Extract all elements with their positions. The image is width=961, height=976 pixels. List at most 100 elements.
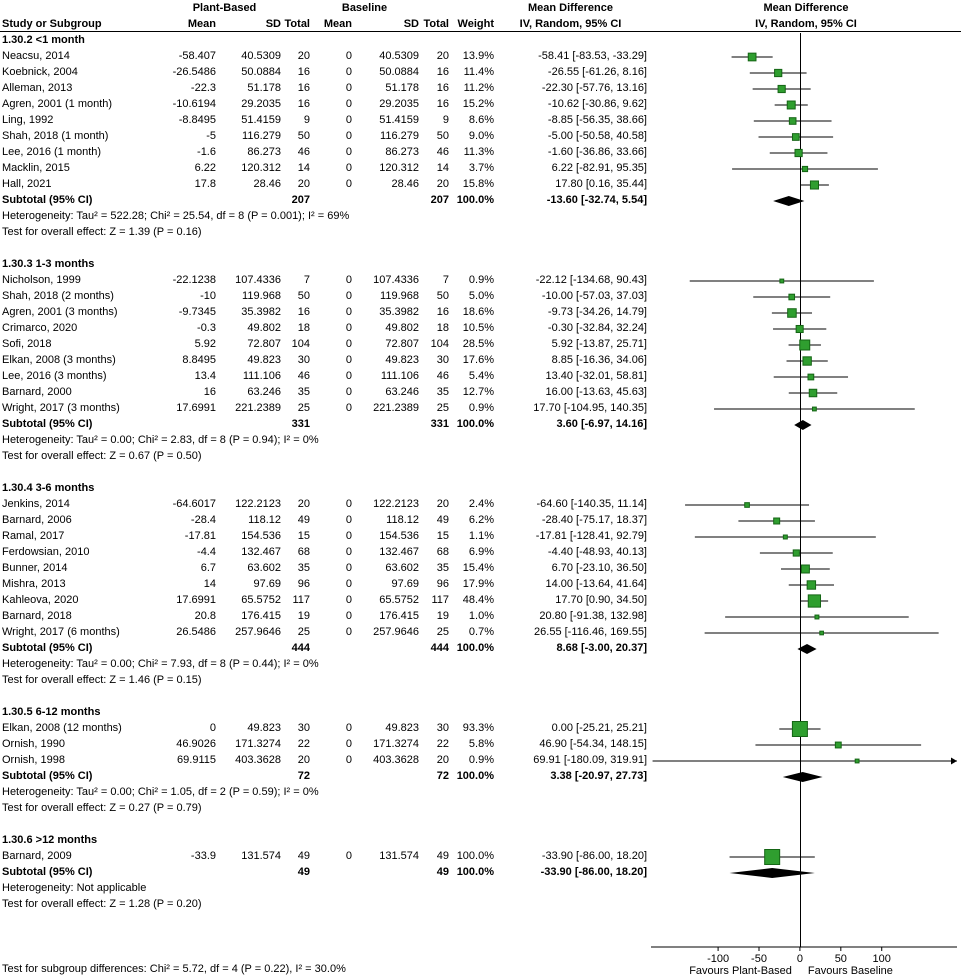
- subtotal-row: Subtotal (95% CI) 331 331 100.0% 3.60 [-6.97…: [0, 416, 961, 432]
- study-row: Barnard, 2009 -33.9 131.574 49 0 131.574 49 100…: [0, 848, 961, 864]
- baseline-total-value: 14: [436, 162, 449, 174]
- study-row: Kahleova, 2020 17.6991 65.5752 117 0 65.5752 1…: [0, 592, 961, 608]
- plant-sd-value: 51.178: [247, 82, 281, 94]
- baseline-group-header: Baseline: [341, 2, 388, 14]
- study-row: Lee, 2016 (1 month) -1.6 86.273 46 0 86.273 46…: [0, 144, 961, 160]
- plant-sd-value: 116.279: [242, 130, 281, 142]
- plant-mean-value: -0.3: [197, 322, 216, 334]
- baseline-total-value: 30: [436, 722, 449, 734]
- subtotal-plant-total: 331: [291, 418, 310, 430]
- baseline-total-value: 18: [436, 322, 449, 334]
- subtotal-weight: 100.0%: [456, 770, 494, 782]
- note-row: Test for overall effect: Z = 1.28 (P = 0…: [0, 896, 961, 912]
- baseline-total-value: 9: [442, 114, 449, 126]
- subtotal-baseline-total: 207: [430, 194, 449, 206]
- weight-value: 3.7%: [468, 162, 494, 174]
- baseline-sd-value: 154.536: [379, 530, 419, 542]
- baseline-mean-column-header: Mean: [323, 18, 352, 30]
- baseline-sd-value: 118.12: [386, 514, 419, 526]
- plant-total-value: 22: [297, 738, 310, 750]
- subtotal-ci-text: 3.60 [-6.97, 14.16]: [556, 418, 647, 430]
- ci-text: -22.30 [-57.76, 13.16]: [541, 82, 647, 94]
- weight-value: 93.3%: [462, 722, 494, 734]
- baseline-mean-value: 0: [345, 82, 352, 94]
- plant-total-value: 16: [297, 82, 310, 94]
- baseline-total-value: 25: [436, 626, 449, 638]
- plant-total-value: 117: [292, 594, 310, 606]
- baseline-total-value: 49: [436, 514, 449, 526]
- weight-value: 0.9%: [468, 402, 494, 414]
- heterogeneity-note: Heterogeneity: Tau² = 0.00; Chi² = 7.93,…: [2, 658, 319, 670]
- study-name: Agren, 2001 (3 months): [2, 306, 118, 318]
- baseline-sd-value: 49.802: [385, 322, 419, 334]
- study-name: Bunner, 2014: [2, 562, 68, 574]
- plant-mean-value: 14: [203, 578, 216, 590]
- baseline-mean-value: 0: [345, 386, 352, 398]
- empty-cell: [216, 192, 281, 208]
- ci-text: 6.22 [-82.91, 95.35]: [551, 162, 647, 174]
- plant-total-value: 14: [297, 162, 310, 174]
- study-row: Jenkins, 2014 -64.6017 122.2123 20 0 122.2123…: [0, 496, 961, 512]
- baseline-mean-value: 0: [345, 274, 352, 286]
- ci-text: -1.60 [-36.86, 33.66]: [547, 146, 647, 158]
- baseline-sd-value: 50.0884: [379, 66, 419, 78]
- baseline-total-value: 46: [436, 146, 449, 158]
- weight-value: 10.5%: [462, 322, 494, 334]
- baseline-sd-value: 51.178: [385, 82, 419, 94]
- baseline-total-value: 20: [436, 50, 449, 62]
- subtotal-label: Subtotal (95% CI): [2, 642, 93, 654]
- subtotal-ci-text: -33.90 [-86.00, 18.20]: [540, 866, 647, 878]
- plant-total-value: 96: [297, 578, 310, 590]
- ci-method-header: IV, Random, 95% CI: [519, 18, 622, 30]
- study-name: Lee, 2016 (1 month): [2, 146, 102, 158]
- ci-text: -9.73 [-34.26, 14.79]: [547, 306, 647, 318]
- plant-sd-value: 63.246: [247, 386, 281, 398]
- header-spacer: [449, 0, 494, 16]
- plant-total-value: 30: [297, 722, 310, 734]
- plant-total-value: 104: [291, 338, 310, 350]
- study-row: Shah, 2018 (1 month) -5 116.279 50 0 116.279 5…: [0, 128, 961, 144]
- subtotal-row: Subtotal (95% CI) 207 207 100.0% -13.60 [-32…: [0, 192, 961, 208]
- baseline-sd-value: 63.246: [385, 386, 419, 398]
- plant-mean-value: 69.9115: [177, 754, 216, 766]
- study-row: Crimarco, 2020 -0.3 49.802 18 0 49.802 18 10.5%…: [0, 320, 961, 336]
- spacer-row: [0, 928, 961, 944]
- weight-column-header: Weight: [457, 18, 494, 30]
- plant-sd-value: 111.106: [242, 370, 281, 382]
- weight-value: 9.0%: [468, 130, 494, 142]
- study-row: Agren, 2001 (3 months) -9.7345 35.3982 16 0 3…: [0, 304, 961, 320]
- note-row: Heterogeneity: Tau² = 0.00; Chi² = 1.05,…: [0, 784, 961, 800]
- subtotal-baseline-total: 49: [436, 866, 449, 878]
- favours-right-label: Favours Baseline: [808, 965, 893, 976]
- ci-text: 5.92 [-13.87, 25.71]: [551, 338, 647, 350]
- study-name: Elkan, 2008 (12 months): [2, 722, 122, 734]
- ci-text: -22.12 [-134.68, 90.43]: [535, 274, 647, 286]
- axis-tick-label: -100: [707, 953, 729, 965]
- baseline-total-value: 117: [431, 594, 449, 606]
- plant-total-value: 16: [297, 306, 310, 318]
- heterogeneity-note: Heterogeneity: Tau² = 0.00; Chi² = 2.83,…: [2, 434, 319, 446]
- baseline-total-value: 30: [436, 354, 449, 366]
- ci-text: -4.40 [-48.93, 40.13]: [547, 546, 647, 558]
- plant-sd-value: 49.823: [247, 722, 281, 734]
- note-row: Test for overall effect: Z = 0.67 (P = 0…: [0, 448, 961, 464]
- study-name: Barnard, 2000: [2, 386, 72, 398]
- plant-mean-value: 0: [209, 722, 216, 734]
- study-row: Wright, 2017 (3 months) 17.6991 221.2389 25…: [0, 400, 961, 416]
- plant-total-value: 49: [297, 850, 310, 862]
- subtotal-plant-total: 444: [291, 642, 310, 654]
- study-name: Alleman, 2013: [2, 82, 73, 94]
- baseline-total-value: 35: [436, 386, 449, 398]
- study-name: Hall, 2021: [2, 178, 52, 190]
- ci-text: 17.70 [-104.95, 140.35]: [533, 402, 647, 414]
- plant-total-value: 68: [297, 546, 310, 558]
- subgroup-title-row: 1.30.2 <1 month: [0, 32, 961, 48]
- subgroup-title: 1.30.5 6-12 months: [2, 706, 101, 718]
- ci-text: 13.40 [-32.01, 58.81]: [545, 370, 647, 382]
- ci-text: -33.90 [-86.00, 18.20]: [541, 850, 647, 862]
- plant-total-value: 35: [297, 386, 310, 398]
- baseline-mean-value: 0: [345, 162, 352, 174]
- plant-mean-value: -28.4: [190, 514, 216, 526]
- plant-sd-value: 122.2123: [235, 498, 281, 510]
- baseline-mean-value: 0: [345, 402, 352, 414]
